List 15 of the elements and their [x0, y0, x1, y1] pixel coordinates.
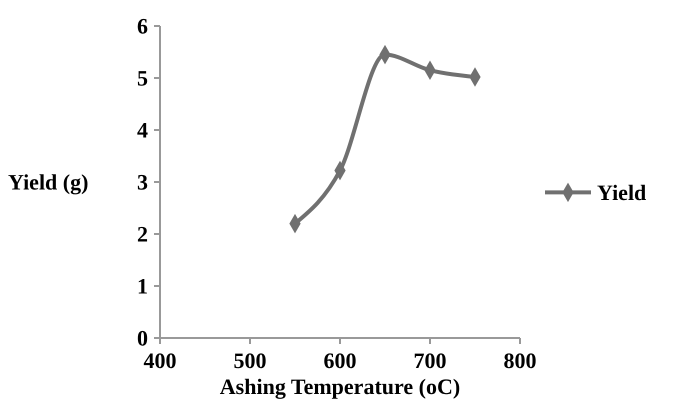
y-tick-label: 0 [137, 326, 148, 351]
y-tick-label: 4 [137, 118, 148, 143]
y-tick-label: 1 [137, 274, 148, 299]
x-axis-title: Ashing Temperature (oC) [220, 374, 460, 399]
y-axis-title: Yield (g) [8, 170, 88, 195]
legend-label: Yield [597, 180, 646, 206]
y-tick-label: 2 [137, 222, 148, 247]
x-tick-label: 700 [414, 348, 446, 373]
x-tick-label: 800 [504, 348, 536, 373]
x-tick-label: 600 [324, 348, 356, 373]
y-tick-label: 3 [137, 170, 148, 195]
y-tick-label: 5 [137, 66, 148, 91]
x-tick-label: 400 [144, 348, 176, 373]
y-tick-label: 6 [137, 14, 148, 39]
x-tick-label: 500 [234, 348, 266, 373]
